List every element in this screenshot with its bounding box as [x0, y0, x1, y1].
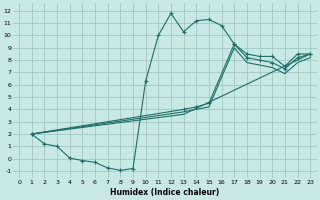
X-axis label: Humidex (Indice chaleur): Humidex (Indice chaleur) [110, 188, 219, 197]
